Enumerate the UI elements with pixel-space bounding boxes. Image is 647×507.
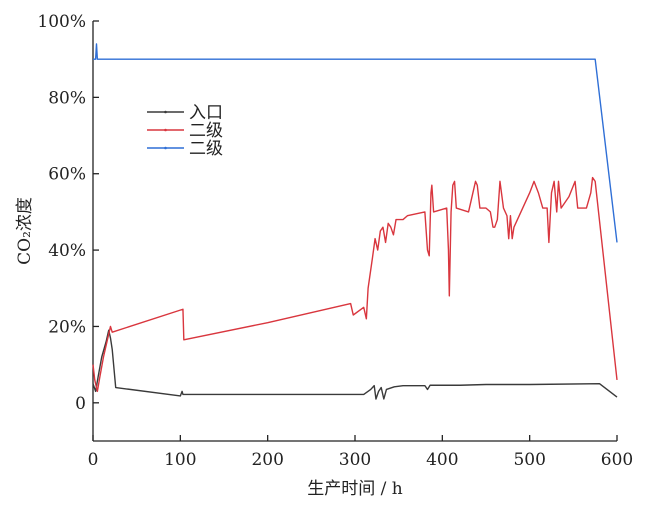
legend-label-2: 二级: [189, 121, 223, 141]
series-line-3: [93, 43, 618, 243]
legend-marker-2: [164, 128, 167, 132]
series-layer: [92, 43, 618, 400]
x-tick-label: 500: [513, 450, 545, 470]
y-tick-label: 20%: [48, 317, 86, 337]
series-line-2: [92, 176, 618, 393]
y-tick-label: 0: [75, 394, 86, 414]
x-axis-title: 生产时间 / h: [307, 479, 403, 499]
y-tick-label: 100%: [37, 12, 86, 32]
x-tick-label: 300: [339, 450, 371, 470]
series-line-1: [92, 329, 618, 400]
y-axis-ticks: 0 20% 40% 60% 80% 100%: [37, 12, 99, 414]
x-tick-label: 600: [601, 450, 633, 470]
x-axis-ticks: 0 100 200 300 400 500 600: [88, 435, 633, 470]
axes: 0 20% 40% 60% 80% 100% 0 100 200 300 400 500 600: [37, 12, 633, 470]
legend-label-3: 二级: [189, 139, 223, 159]
y-tick-label: 40%: [48, 241, 86, 261]
legend-marker-3: [164, 146, 167, 150]
y-tick-label: 60%: [48, 165, 86, 185]
y-tick-label: 80%: [48, 88, 86, 108]
y-axis-title: CO₂浓度: [15, 197, 35, 265]
x-tick-label: 0: [88, 450, 99, 470]
legend-marker-1: [164, 110, 167, 114]
x-tick-label: 200: [251, 450, 283, 470]
x-tick-label: 400: [426, 450, 458, 470]
x-tick-label: 100: [164, 450, 196, 470]
legend-label-1: 入口: [189, 103, 223, 123]
